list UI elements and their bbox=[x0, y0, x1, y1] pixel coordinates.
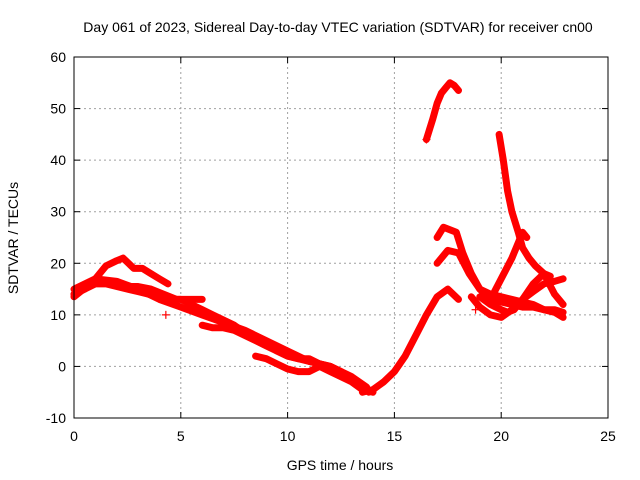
y-tick-label: -10 bbox=[46, 410, 66, 426]
y-tick-label: 10 bbox=[50, 307, 66, 323]
series-track-9 bbox=[422, 79, 462, 143]
data-point-marker bbox=[471, 305, 480, 314]
y-tick-label: 30 bbox=[50, 204, 66, 220]
grid bbox=[74, 57, 608, 418]
series-track-12 bbox=[495, 130, 554, 280]
x-tick-label: 15 bbox=[387, 428, 403, 444]
x-tick-label: 25 bbox=[600, 428, 616, 444]
x-axis-label: GPS time / hours bbox=[287, 457, 394, 473]
x-tick-label: 20 bbox=[493, 428, 509, 444]
chart-title: Day 061 of 2023, Sidereal Day-to-day VTE… bbox=[83, 19, 593, 35]
y-axis-label: SDTVAR / TECUs bbox=[5, 182, 21, 294]
data-layer bbox=[70, 79, 567, 396]
x-tick-label: 10 bbox=[280, 428, 296, 444]
y-tick-label: 60 bbox=[50, 49, 66, 65]
x-tick-label: 0 bbox=[70, 428, 78, 444]
y-tick-label: 20 bbox=[50, 255, 66, 271]
series-track-14 bbox=[476, 270, 567, 316]
series-track-8 bbox=[358, 285, 462, 396]
y-tick-label: 40 bbox=[50, 152, 66, 168]
series-track-6 bbox=[198, 321, 366, 391]
series-track-15 bbox=[487, 228, 531, 303]
y-tick-label: 50 bbox=[50, 101, 66, 117]
data-point-marker bbox=[422, 135, 431, 144]
y-tick-label: 0 bbox=[58, 358, 66, 374]
x-tick-label: 5 bbox=[177, 428, 185, 444]
series-track-7 bbox=[252, 352, 377, 396]
plot-frame bbox=[73, 56, 609, 419]
data-point-marker bbox=[161, 310, 170, 319]
series-track-11 bbox=[433, 246, 567, 316]
